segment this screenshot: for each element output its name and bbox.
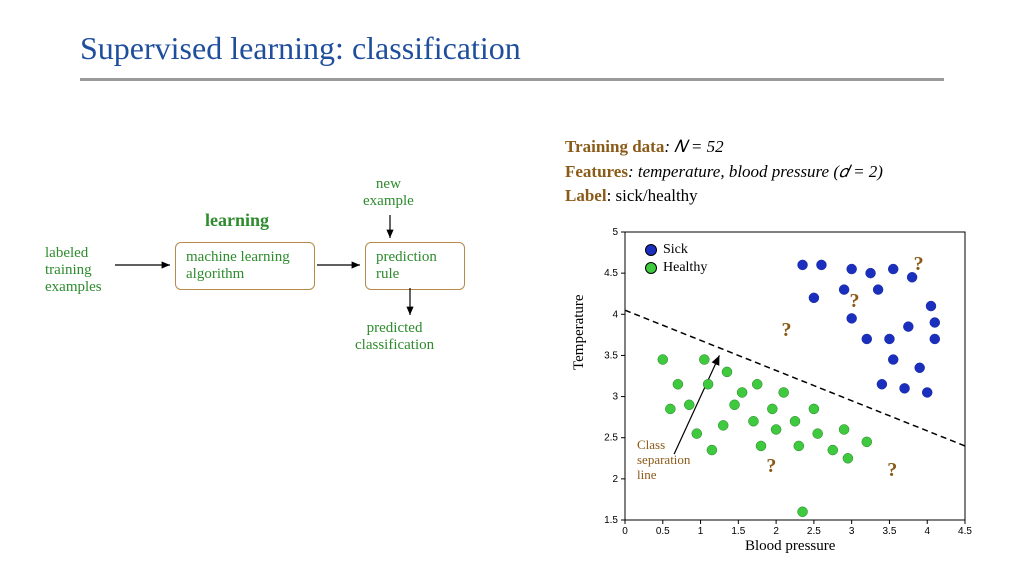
features-key: Features [565, 162, 628, 181]
svg-text:1: 1 [698, 526, 704, 537]
svg-text:2.5: 2.5 [807, 526, 821, 537]
svg-text:3: 3 [849, 526, 855, 537]
svg-text:0.5: 0.5 [656, 526, 670, 537]
svg-text:0: 0 [622, 526, 628, 537]
query-point: ? [849, 290, 859, 313]
data-description: Training data: 𝑁 = 52 Features: temperat… [565, 135, 883, 209]
label-val: : sick/healthy [607, 186, 698, 205]
flowchart: learning labeled training examples new e… [45, 170, 545, 410]
features-val: : temperature, blood pressure (𝑑 = 2) [628, 162, 883, 181]
query-point: ? [766, 455, 776, 478]
query-point: ? [887, 459, 897, 482]
legend-dot-sick [645, 244, 657, 256]
svg-text:2: 2 [612, 474, 618, 485]
svg-text:1.5: 1.5 [731, 526, 745, 537]
svg-text:4: 4 [612, 309, 618, 320]
svg-text:2.5: 2.5 [604, 433, 618, 444]
svg-text:3: 3 [612, 392, 618, 403]
svg-text:5: 5 [612, 227, 618, 238]
legend: Sick Healthy [645, 242, 707, 278]
legend-label-healthy: Healthy [663, 260, 707, 276]
separation-line-label: Class separation line [637, 438, 690, 483]
legend-label-sick: Sick [663, 242, 688, 258]
svg-text:1.5: 1.5 [604, 515, 618, 526]
page-title: Supervised learning: classification [80, 30, 521, 67]
legend-dot-healthy [645, 262, 657, 274]
training-val: : 𝑁 = 52 [664, 137, 723, 156]
svg-text:3.5: 3.5 [882, 526, 896, 537]
svg-text:4.5: 4.5 [958, 526, 972, 537]
x-axis-label: Blood pressure [745, 538, 835, 555]
scatter-plot: 0 0.5 1 1.5 2 2.5 3 3.5 4 4.5 1.5 2 2.5 3 3.5 4 4.5 5 Tem… [565, 220, 975, 560]
title-divider [80, 78, 944, 81]
flowchart-arrows [45, 170, 545, 410]
svg-text:4: 4 [924, 526, 930, 537]
svg-text:3.5: 3.5 [604, 350, 618, 361]
y-axis-label: Temperature [571, 294, 588, 370]
svg-text:2: 2 [773, 526, 779, 537]
label-key: Label [565, 186, 607, 205]
svg-text:4.5: 4.5 [604, 268, 618, 279]
query-point: ? [914, 253, 924, 276]
training-key: Training data [565, 137, 664, 156]
query-point: ? [781, 319, 791, 342]
